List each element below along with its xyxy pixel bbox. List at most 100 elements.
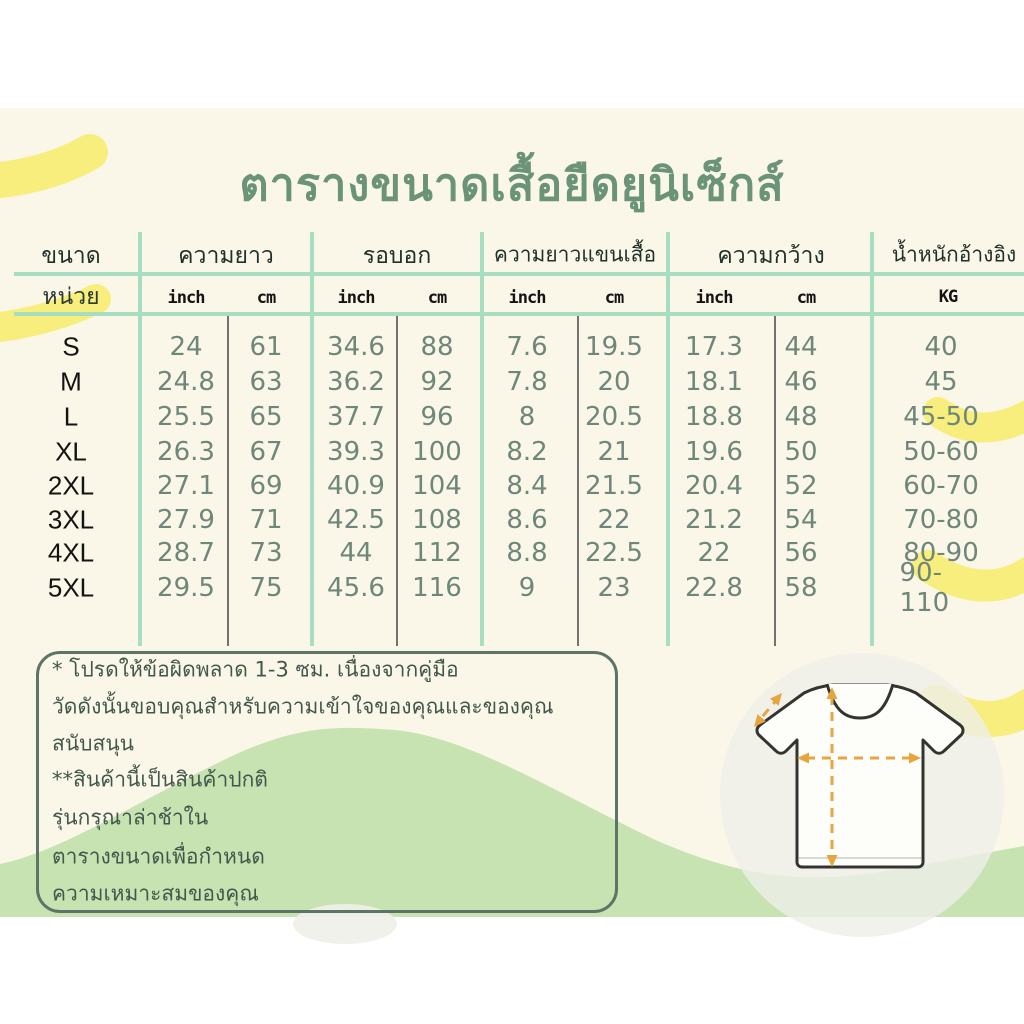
notes-box bbox=[36, 651, 618, 913]
unit-label: inch bbox=[337, 288, 376, 308]
table-cell: 18.1 bbox=[685, 367, 743, 397]
size-label: 2XL bbox=[47, 470, 95, 501]
table-cell: 60-70 bbox=[903, 471, 979, 501]
table-cell: 8.4 bbox=[506, 471, 548, 501]
unit-label: inch bbox=[508, 288, 547, 308]
table-cell: 80-90 bbox=[903, 538, 979, 568]
unit-label: cm bbox=[427, 288, 448, 308]
size-label: S bbox=[62, 331, 80, 362]
table-cell: 25.5 bbox=[157, 402, 215, 432]
table-cell: 54 bbox=[784, 505, 818, 535]
table-cell: 22.8 bbox=[685, 573, 743, 603]
size-label: L bbox=[63, 401, 79, 432]
table-cell: 22.5 bbox=[585, 538, 643, 568]
table-cell: 63 bbox=[249, 367, 283, 397]
table-cell: 104 bbox=[412, 471, 462, 501]
green-wave bbox=[0, 727, 1024, 917]
table-cell: 88 bbox=[420, 332, 454, 362]
table-cell: 90-110 bbox=[899, 558, 950, 618]
table-cell: 108 bbox=[412, 505, 462, 535]
table-cell: 22 bbox=[697, 538, 731, 568]
table-grid-mint bbox=[14, 232, 1024, 646]
column-header-size: ขนาด bbox=[41, 243, 101, 269]
table-cell: 8 bbox=[518, 402, 536, 432]
yellow-swoosh-top-left bbox=[0, 134, 108, 198]
table-cell: 58 bbox=[784, 573, 818, 603]
table-cell: 69 bbox=[249, 471, 283, 501]
table-cell: 73 bbox=[249, 538, 283, 568]
table-cell: 19.5 bbox=[585, 332, 643, 362]
unit-label: inch bbox=[695, 288, 734, 308]
size-label: 4XL bbox=[47, 537, 95, 568]
table-cell: 42.5 bbox=[327, 505, 385, 535]
table-cell: 112 bbox=[412, 538, 462, 568]
table-cell: 37.7 bbox=[327, 402, 385, 432]
table-cell: 20.4 bbox=[685, 471, 743, 501]
table-cell: 8.6 bbox=[506, 505, 548, 535]
table-cell: 27.1 bbox=[157, 471, 215, 501]
unit-label: cm bbox=[604, 288, 625, 308]
tshirt-collar bbox=[825, 683, 895, 720]
column-header-width: ความกว้าง bbox=[717, 243, 825, 269]
column-header-weight: น้ำหนักอ้างอิง bbox=[891, 242, 1017, 267]
unit-label: cm bbox=[796, 288, 817, 308]
table-cell: 50-60 bbox=[903, 437, 979, 467]
table-cell: 24 bbox=[169, 332, 203, 362]
table-cell: 44 bbox=[784, 332, 818, 362]
table-cell: 28.7 bbox=[157, 538, 215, 568]
table-cell: 7.8 bbox=[506, 367, 548, 397]
table-cell: 45-50 bbox=[903, 402, 979, 432]
table-cell: 39.3 bbox=[327, 437, 385, 467]
table-cell: 17.3 bbox=[685, 332, 743, 362]
note-line: รุ่นกรุณาล่าช้าใน bbox=[52, 805, 209, 830]
note-line: ความเหมาะสมของคุณ bbox=[52, 881, 259, 906]
size-label: 5XL bbox=[47, 572, 95, 603]
size-label: XL bbox=[55, 436, 87, 467]
table-cell: 52 bbox=[784, 471, 818, 501]
table-cell: 34.6 bbox=[327, 332, 385, 362]
white-bump bbox=[293, 904, 397, 944]
table-cell: 75 bbox=[249, 573, 283, 603]
yellow-swoosh-right-2 bbox=[912, 550, 1024, 602]
yellow-swoosh-left bbox=[0, 284, 111, 342]
table-cell: 22 bbox=[597, 505, 631, 535]
table-cell: 45.6 bbox=[327, 573, 385, 603]
table-cell: 9 bbox=[518, 573, 536, 603]
unit-label: KG bbox=[938, 287, 959, 307]
table-cell: 56 bbox=[784, 538, 818, 568]
table-cell: 45 bbox=[924, 367, 958, 397]
unit-label: inch bbox=[167, 288, 206, 308]
table-cell: 65 bbox=[249, 402, 283, 432]
table-cell: 23 bbox=[597, 573, 631, 603]
table-cell: 116 bbox=[412, 573, 462, 603]
table-cell: 44 bbox=[339, 538, 373, 568]
table-cell: 36.2 bbox=[327, 367, 385, 397]
table-cell: 50 bbox=[784, 437, 818, 467]
yellow-swoosh-right-1 bbox=[923, 397, 1024, 443]
tshirt-body bbox=[755, 683, 965, 869]
column-header-length: ความยาว bbox=[178, 243, 274, 269]
note-line: วัดดังนั้นขอบคุณสำหรับความเข้าใจของคุณแล… bbox=[52, 694, 554, 719]
table-cell: 70-80 bbox=[903, 505, 979, 535]
table-cell: 7.6 bbox=[506, 332, 548, 362]
unit-row-label: หน่วย bbox=[42, 284, 100, 310]
note-line: * โปรดให้ข้อผิดพลาด 1-3 ซม. เนื่องจากคู่… bbox=[52, 657, 459, 682]
page-title: ตารางขนาดเสื้อยืดยูนิเซ็กส์ bbox=[239, 158, 785, 211]
table-cell: 46 bbox=[784, 367, 818, 397]
note-line: ตารางขนาดเพื่อกำหนด bbox=[52, 844, 265, 869]
table-cell: 20 bbox=[597, 367, 631, 397]
table-grid-subdividers bbox=[227, 316, 776, 646]
note-line: **สินค้านี้เป็นสินค้าปกติ bbox=[52, 767, 268, 792]
table-cell: 20.5 bbox=[585, 402, 643, 432]
table-cell: 27.9 bbox=[157, 505, 215, 535]
unit-label: cm bbox=[256, 288, 277, 308]
table-cell: 61 bbox=[249, 332, 283, 362]
table-cell: 67 bbox=[249, 437, 283, 467]
note-line: สนับสนุน bbox=[52, 731, 135, 756]
table-cell: 8.2 bbox=[506, 437, 548, 467]
table-cell: 24.8 bbox=[157, 367, 215, 397]
table-cell: 71 bbox=[249, 505, 283, 535]
table-cell: 100 bbox=[412, 437, 462, 467]
